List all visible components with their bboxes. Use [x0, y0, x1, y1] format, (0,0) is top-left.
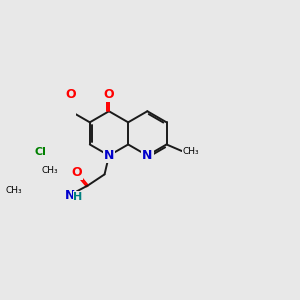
Text: CH₃: CH₃ [182, 147, 199, 156]
Text: H: H [73, 191, 82, 202]
Text: CH₃: CH₃ [42, 166, 58, 175]
Text: O: O [65, 88, 76, 101]
Text: O: O [72, 166, 82, 178]
Text: O: O [104, 88, 114, 101]
Text: N: N [65, 189, 75, 202]
Text: N: N [104, 149, 114, 162]
Text: N: N [142, 149, 152, 162]
Text: Cl: Cl [34, 147, 46, 157]
Text: CH₃: CH₃ [5, 187, 22, 196]
